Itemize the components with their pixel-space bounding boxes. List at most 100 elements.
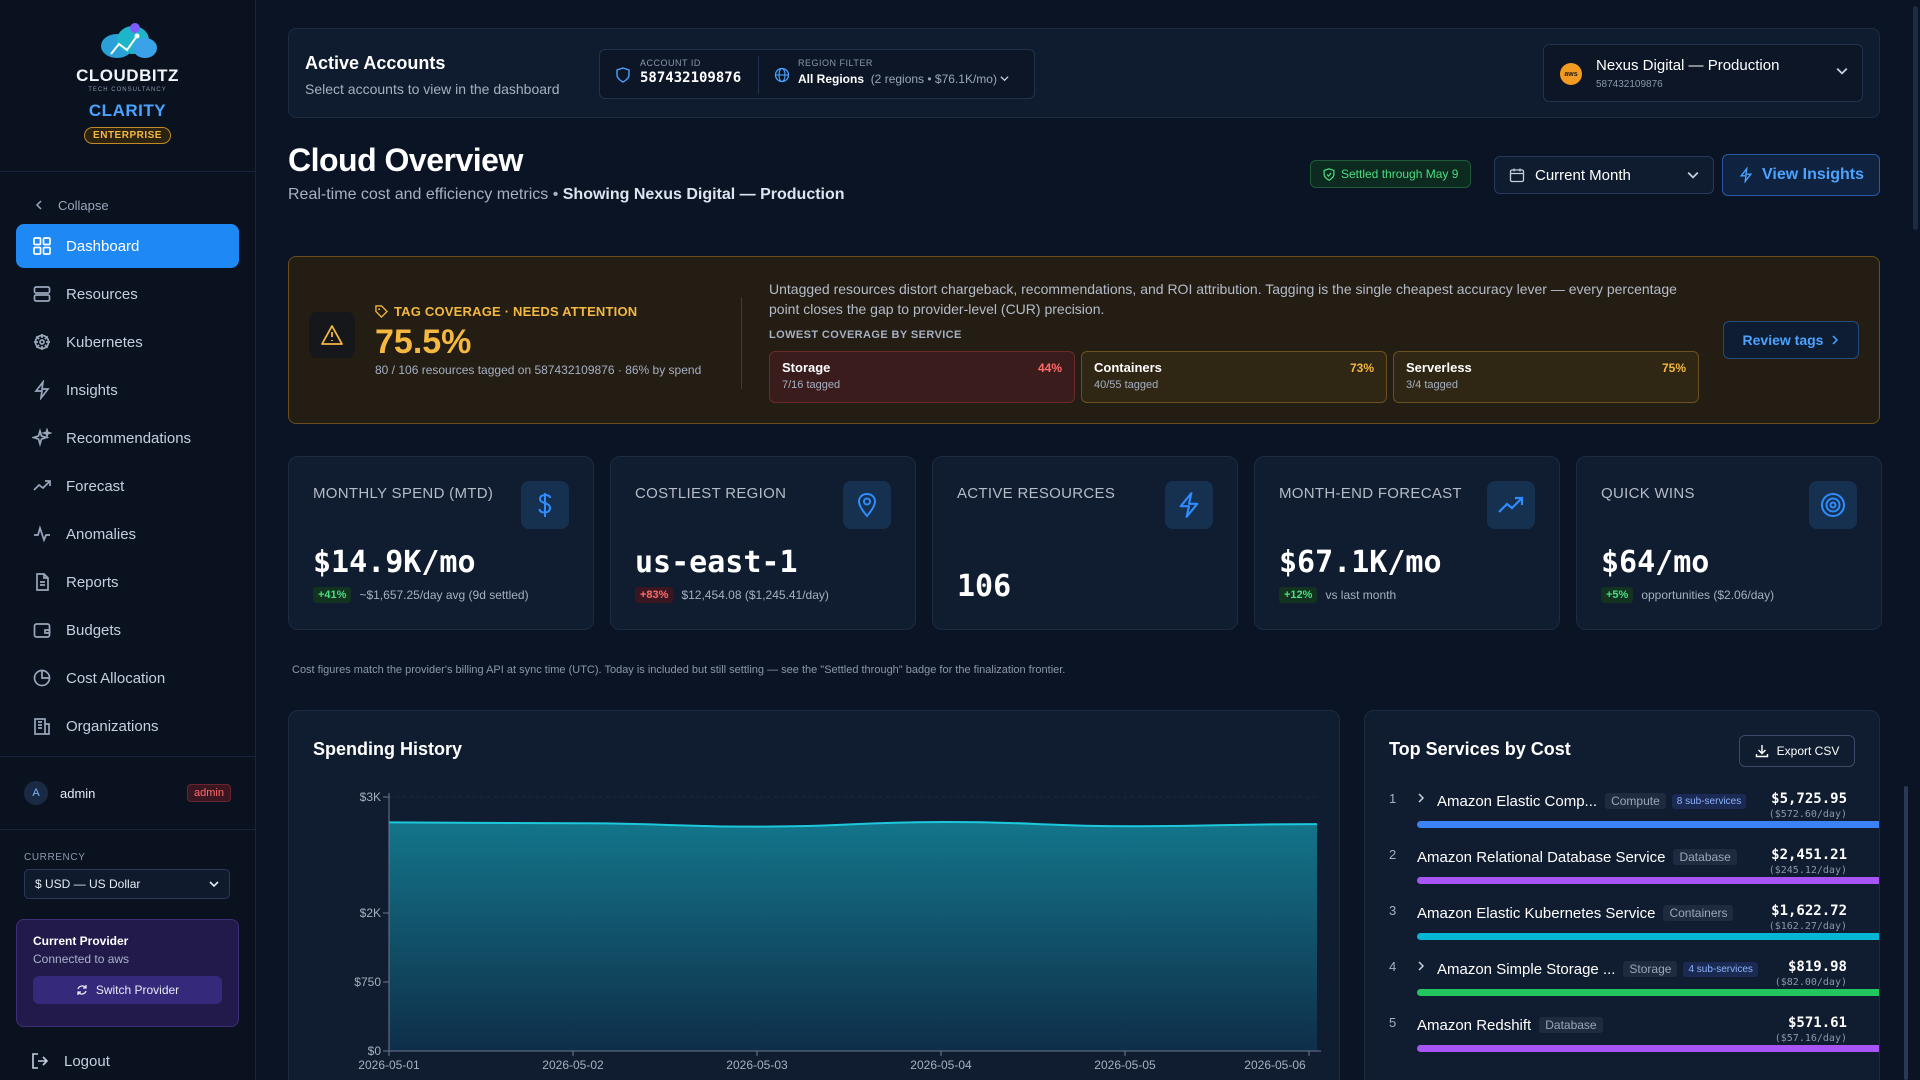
service-row[interactable]: 3 Amazon Elastic Kubernetes Service Contai… (1389, 901, 1879, 957)
logout-icon (32, 1053, 49, 1069)
service-per-day: ($57.16/day) (1774, 1033, 1847, 1044)
product-name: CLARITY (88, 101, 167, 120)
sidebar-item-budgets[interactable]: Budgets (16, 608, 239, 652)
x-tick-label: 2026-05-02 (542, 1058, 604, 1072)
chevron-right-icon[interactable] (1417, 793, 1425, 803)
shield-check-icon (1323, 167, 1335, 181)
kpi-footer: +5% opportunities ($2.06/day) (1601, 587, 1774, 603)
kpi-icon-box (1809, 481, 1857, 529)
warning-icon (321, 325, 343, 345)
service-category: Compute (1605, 793, 1666, 809)
chevron-right-icon[interactable] (1417, 961, 1425, 971)
export-csv-label: Export CSV (1776, 744, 1840, 758)
account-id-field[interactable]: ACCOUNT ID 587432109876 (640, 58, 741, 86)
chevron-left-icon (35, 200, 42, 210)
sidebar-item-label: Insights (66, 381, 118, 399)
main-content: Active Accounts Select accounts to view … (256, 0, 1920, 1080)
kpi-delta: +41% (313, 587, 352, 603)
service-name-group: Amazon Relational Database Service Databa… (1417, 849, 1737, 866)
spending-history-chart[interactable]: $0 $750 $2K $3K 2026-05-01 2026-05-02 2026-05-… (289, 711, 1341, 1080)
service-category: Database (1673, 849, 1737, 865)
user-row[interactable]: A admin admin (0, 765, 255, 821)
period-select[interactable]: Current Month (1494, 156, 1714, 194)
spending-history-card: Spending History $0 $750 $2K $3K 2026-05-01 2… (288, 710, 1340, 1080)
dollar-icon (538, 493, 552, 517)
service-row[interactable]: 1 Amazon Elastic Comp... Compute 8 sub-serv… (1389, 789, 1879, 845)
sidebar-item-reports[interactable]: Reports (16, 560, 239, 604)
service-category: Containers (1663, 905, 1734, 921)
kpi-label: ACTIVE RESOURCES (957, 485, 1116, 502)
service-amount: $5,725.95 (1771, 791, 1847, 807)
cloudbitz-logo (100, 23, 157, 58)
bolt-icon (1739, 167, 1753, 183)
kpi-delta: +83% (635, 587, 674, 603)
services-scrollbar[interactable] (1904, 786, 1908, 1080)
service-rank: 2 (1389, 847, 1397, 862)
sidebar-item-forecast[interactable]: Forecast (16, 464, 239, 508)
sidebar-item-insights[interactable]: Insights (16, 368, 239, 412)
coverage-chip-storage[interactable]: Storage 7/16 tagged 44% (769, 351, 1075, 403)
switch-provider-button[interactable]: Switch Provider (33, 976, 222, 1004)
sidebar-item-cost-allocation[interactable]: Cost Allocation (16, 656, 239, 700)
spending-area[interactable] (389, 821, 1317, 1051)
service-share-bar (1417, 989, 1879, 996)
kpi-icon-box (843, 481, 891, 529)
service-row[interactable]: 5 Amazon Redshift Database $571.61 ($57.16/d… (1389, 1013, 1879, 1069)
region-filter-detail: (2 regions • $76.1K/mo) (870, 72, 997, 86)
account-selector[interactable]: aws Nexus Digital — Production 587432109… (1543, 44, 1863, 102)
coverage-chip-containers[interactable]: Containers 40/55 tagged 73% (1081, 351, 1387, 403)
region-filter-value: All Regions (798, 72, 865, 86)
top-services-title: Top Services by Cost (1389, 739, 1571, 759)
kpi-label: MONTHLY SPEND (MTD) (313, 485, 494, 502)
page-scrollbar[interactable] (1913, 6, 1918, 230)
sidebar-item-dashboard[interactable]: Dashboard (16, 224, 239, 268)
sidebar-item-label: Budgets (66, 621, 122, 639)
sidebar-divider (0, 829, 255, 830)
kpi-monthly-spend: MONTHLY SPEND (MTD) $14.9K/mo +41% ~$1,6… (288, 456, 594, 630)
chevron-down-icon (1000, 76, 1009, 82)
chip-name: Storage (782, 360, 831, 375)
view-insights-button[interactable]: View Insights (1722, 154, 1880, 196)
spending-line[interactable] (388, 820, 1318, 828)
service-share-fill (1417, 989, 1879, 996)
trend-icon (33, 480, 51, 491)
currency-select[interactable]: $ USD — US Dollar (24, 869, 230, 899)
sidebar-item-organizations[interactable]: Organizations (16, 704, 239, 748)
service-row[interactable]: 4 Amazon Simple Storage ... Storage 4 sub-s… (1389, 957, 1879, 1013)
target-icon (1821, 493, 1845, 517)
service-rank: 5 (1389, 1015, 1397, 1030)
sub-services-badge[interactable]: 4 sub-services (1683, 962, 1758, 977)
service-share-fill (1417, 933, 1879, 940)
chip-percent: 75% (1661, 361, 1686, 375)
calendar-icon (1509, 168, 1525, 183)
currency-label: CURRENCY (24, 852, 86, 863)
service-per-day: ($572.60/day) (1768, 809, 1847, 820)
kpi-costliest-region: COSTLIEST REGION us-east-1 +83% $12,454.… (610, 456, 916, 630)
aws-logo-icon: aws (1560, 63, 1582, 85)
brand-subtitle: TECH CONSULTANCY (88, 87, 167, 93)
region-filter-dropdown[interactable]: REGION FILTER All Regions (2 regions • $… (798, 58, 1009, 86)
x-tick-label: 2026-05-05 (1094, 1058, 1156, 1072)
service-name-group: Amazon Elastic Comp... Compute 8 sub-servi… (1437, 793, 1747, 810)
sidebar-item-anomalies[interactable]: Anomalies (16, 512, 239, 556)
service-row[interactable]: 2 Amazon Relational Database Service Datab… (1389, 845, 1879, 901)
service-category: Database (1539, 1017, 1603, 1033)
tier-badge: ENTERPRISE (84, 127, 171, 144)
y-tick-label: $3K (360, 790, 381, 804)
logout-button[interactable]: Logout (0, 1027, 255, 1071)
kpi-icon-box (1165, 481, 1213, 529)
kpi-value: $67.1K/mo (1279, 545, 1442, 580)
sub-services-badge[interactable]: 8 sub-services (1671, 794, 1747, 809)
coverage-chip-serverless[interactable]: Serverless 3/4 tagged 75% (1393, 351, 1699, 403)
collapse-button[interactable]: Collapse (0, 186, 255, 224)
user-name: admin (60, 785, 96, 801)
sidebar-item-recommendations[interactable]: Recommendations (16, 416, 239, 460)
export-csv-button[interactable]: Export CSV (1739, 735, 1855, 767)
logout-label: Logout (64, 1052, 110, 1070)
service-share-bar (1417, 933, 1879, 940)
refresh-icon (77, 985, 87, 995)
sidebar-item-resources[interactable]: Resources (16, 272, 239, 316)
kpi-icon-box (1487, 481, 1535, 529)
review-tags-button[interactable]: Review tags (1723, 321, 1859, 359)
sidebar-item-kubernetes[interactable]: Kubernetes (16, 320, 239, 364)
